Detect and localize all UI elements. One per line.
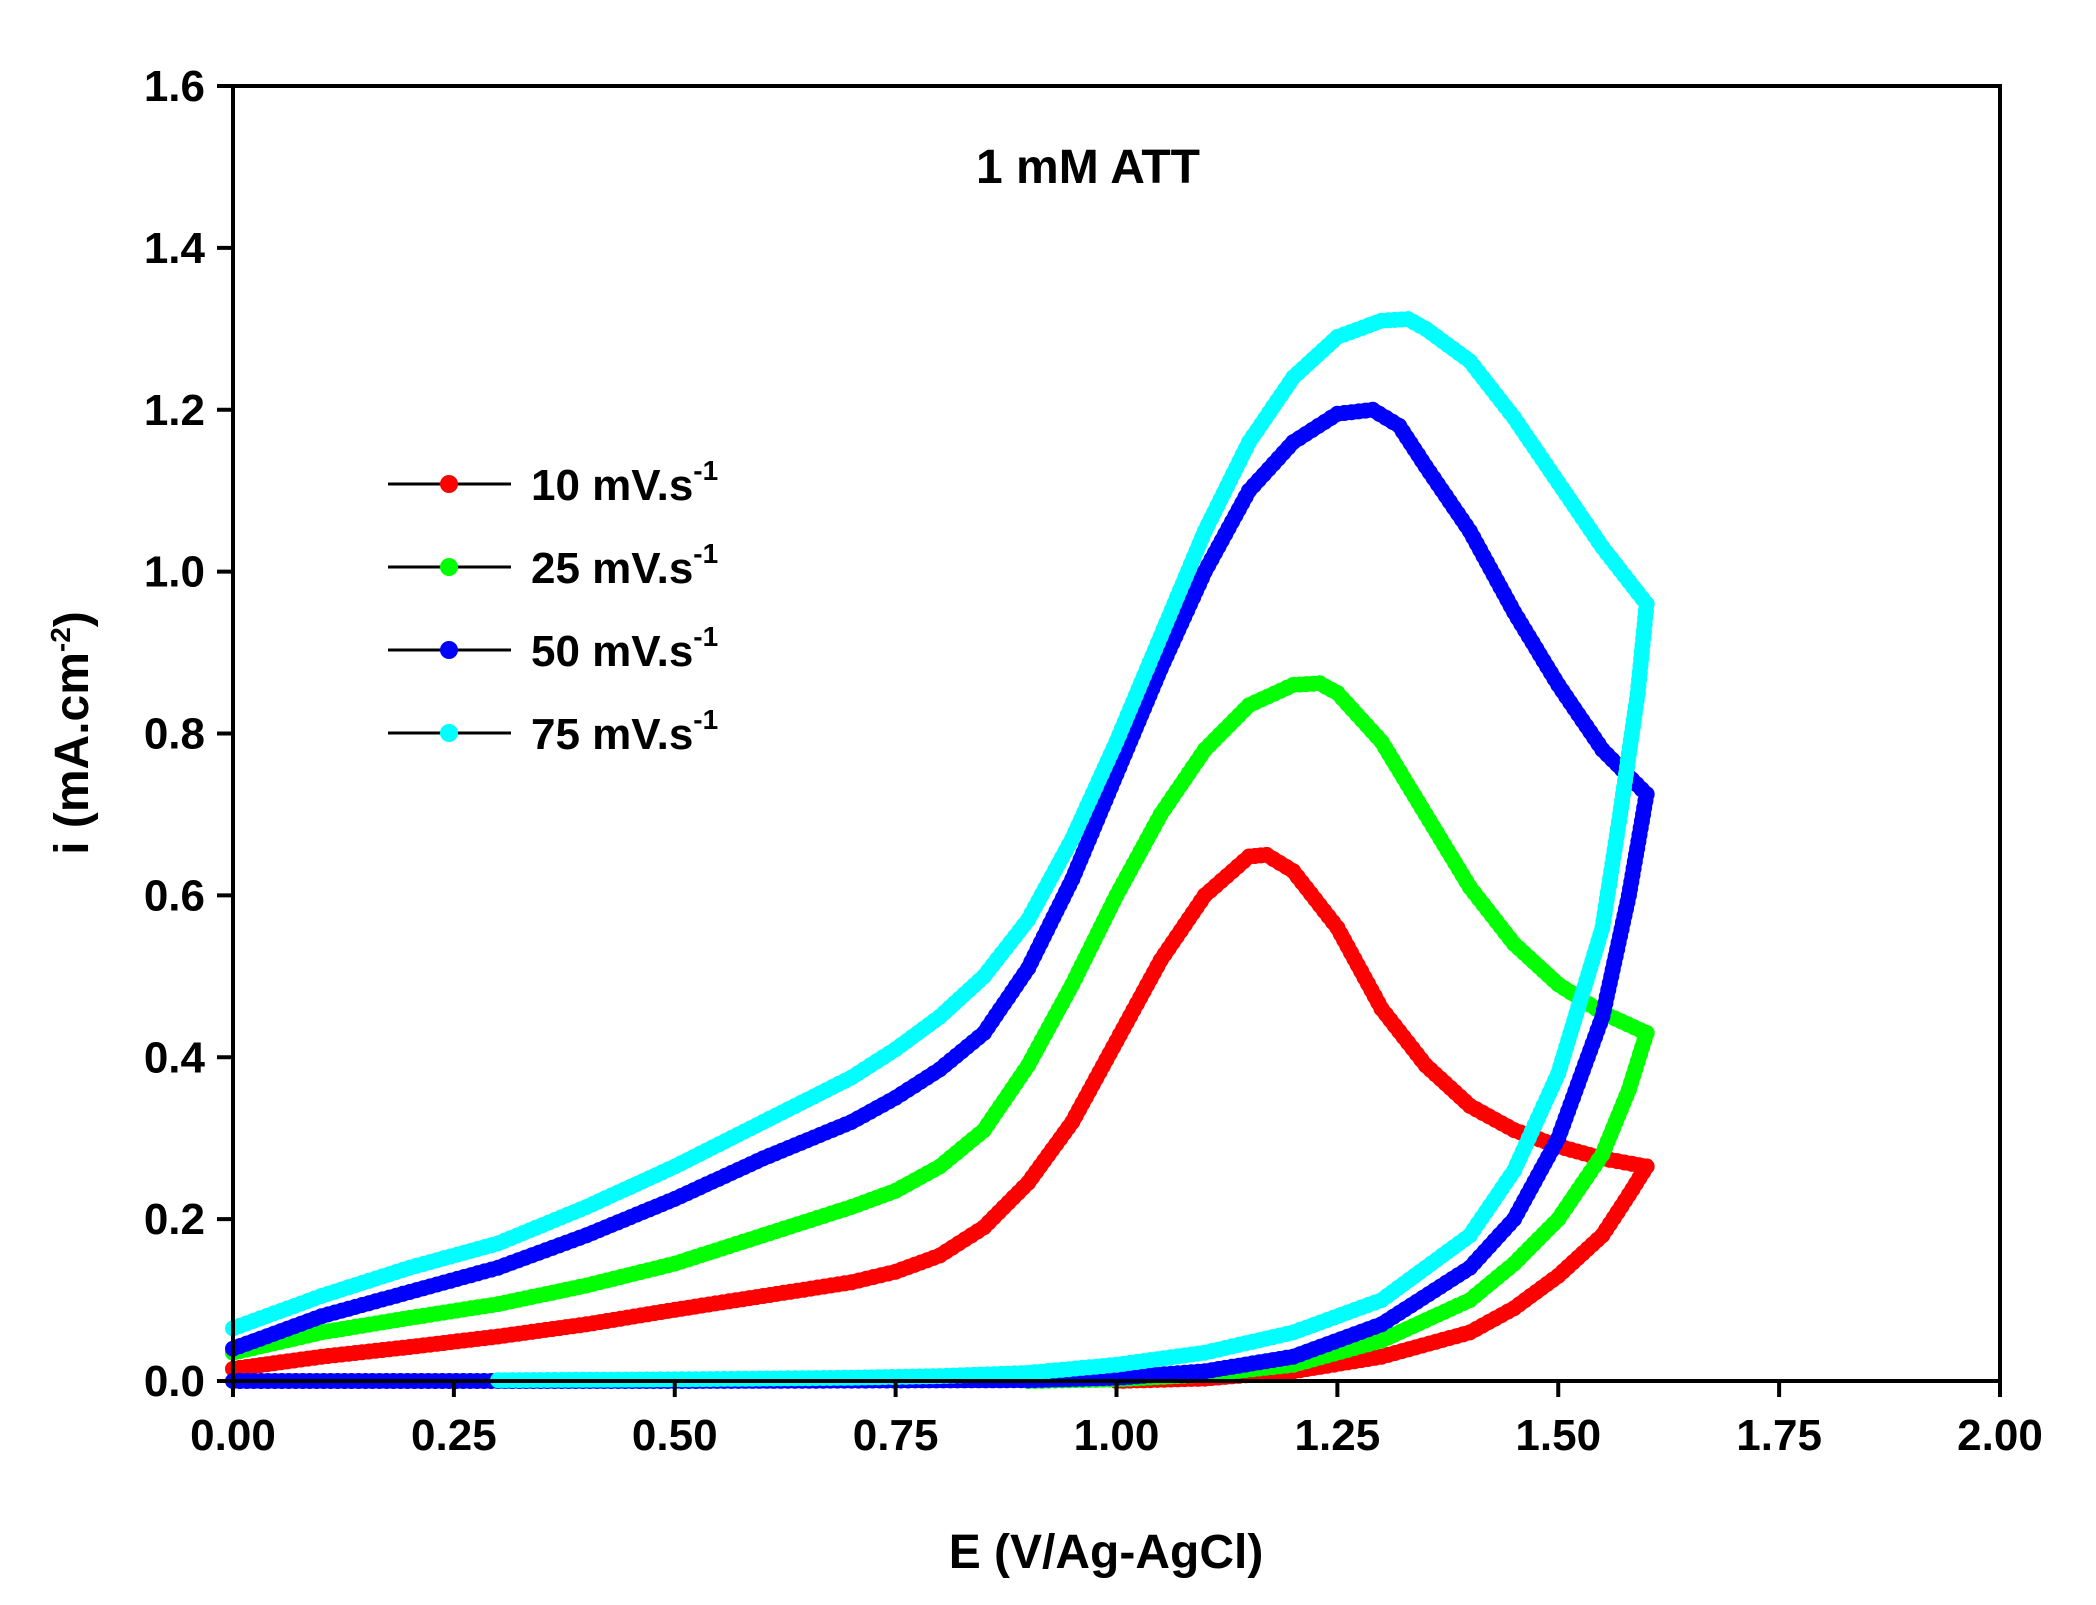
legend-item: 25 mV.s-1 (388, 538, 718, 593)
legend-item: 50 mV.s-1 (388, 621, 718, 676)
y-tick-label: 0.0 (144, 1357, 205, 1406)
y-tick-label: 0.6 (144, 871, 205, 920)
x-tick-label: 1.75 (1736, 1411, 1822, 1460)
x-tick-label: 2.00 (1957, 1411, 2043, 1460)
legend-label: 50 mV.s-1 (531, 621, 718, 676)
legend-label-exponent: -1 (693, 538, 718, 569)
x-tick-label: 0.25 (411, 1411, 497, 1460)
y-tick-label: 1.4 (144, 224, 206, 273)
legend-label-text: 75 mV.s (531, 710, 693, 759)
y-tick-label: 1.0 (144, 548, 205, 597)
legend-item: 10 mV.s-1 (388, 455, 718, 510)
y-axis: 0.0 0.2 0.4 0.6 0.8 1.0 1.2 1.4 1.6 (144, 62, 233, 1406)
legend-label: 10 mV.s-1 (531, 455, 718, 510)
x-axis: 0.00 0.25 0.50 0.75 1.00 1.25 1.50 1.75 2.00 (190, 1381, 2043, 1460)
series-1 (225, 846, 1655, 1389)
legend-marker (440, 475, 458, 493)
legend: 10 mV.s-125 mV.s-150 mV.s-175 mV.s-1 (388, 455, 718, 759)
x-tick-label: 1.00 (1074, 1411, 1160, 1460)
legend-marker (440, 724, 458, 742)
legend-item: 75 mV.s-1 (388, 704, 718, 759)
y-tick-label: 0.2 (144, 1195, 205, 1244)
x-tick-label: 0.50 (632, 1411, 718, 1460)
legend-label-exponent: -1 (693, 621, 718, 652)
y-axis-title-exponent: -2 (45, 627, 76, 652)
y-tick-label: 0.8 (144, 710, 205, 759)
legend-marker (440, 641, 458, 659)
y-tick-label: 0.4 (144, 1033, 206, 1082)
legend-label-text: 25 mV.s (531, 544, 693, 593)
legend-label-text: 50 mV.s (531, 627, 693, 676)
series-3 (225, 401, 1655, 1389)
x-axis-title: E (V/Ag-AgCl) (949, 1526, 1264, 1579)
legend-label-exponent: -1 (693, 704, 718, 735)
series-layer (225, 311, 1655, 1389)
x-tick-label: 1.25 (1295, 1411, 1381, 1460)
legend-label-exponent: -1 (693, 455, 718, 486)
legend-label-text: 10 mV.s (531, 461, 693, 510)
legend-label: 75 mV.s-1 (531, 704, 718, 759)
x-tick-label: 0.75 (853, 1411, 939, 1460)
y-tick-label: 1.2 (144, 386, 205, 435)
chart-title: 1 mM ATT (976, 141, 1200, 194)
x-tick-label: 0.00 (190, 1411, 276, 1460)
y-tick-label: 1.6 (144, 62, 205, 111)
x-tick-label: 1.50 (1515, 1411, 1601, 1460)
legend-label: 25 mV.s-1 (531, 538, 718, 593)
y-axis-title: i (mA.cm-2) (45, 611, 99, 855)
y-axis-title-main: i (mA.cm (46, 652, 99, 855)
y-axis-title-tail: ) (46, 611, 99, 627)
legend-marker (440, 558, 458, 576)
series-line-forward (225, 402, 1655, 1357)
